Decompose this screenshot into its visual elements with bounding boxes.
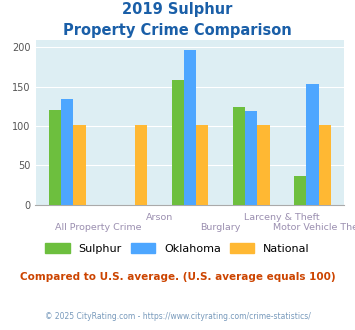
Bar	[319, 125, 331, 205]
Bar	[73, 125, 86, 205]
Text: 2019 Sulphur: 2019 Sulphur	[122, 2, 233, 16]
Text: Property Crime Comparison: Property Crime Comparison	[63, 23, 292, 38]
Text: Motor Vehicle Theft: Motor Vehicle Theft	[273, 223, 355, 232]
Text: Burglary: Burglary	[200, 223, 241, 232]
Bar	[184, 50, 196, 205]
Text: Compared to U.S. average. (U.S. average equals 100): Compared to U.S. average. (U.S. average …	[20, 272, 335, 282]
Bar	[61, 99, 73, 205]
Legend: Sulphur, Oklahoma, National: Sulphur, Oklahoma, National	[41, 238, 314, 258]
Bar	[233, 107, 245, 205]
Bar	[49, 110, 61, 205]
Text: © 2025 CityRating.com - https://www.cityrating.com/crime-statistics/: © 2025 CityRating.com - https://www.city…	[45, 312, 310, 321]
Text: All Property Crime: All Property Crime	[55, 223, 141, 232]
Bar	[257, 125, 269, 205]
Bar	[245, 111, 257, 205]
Bar	[306, 84, 319, 205]
Bar	[196, 125, 208, 205]
Bar	[171, 81, 184, 205]
Text: Larceny & Theft: Larceny & Theft	[244, 213, 320, 222]
Bar	[294, 176, 306, 205]
Text: Arson: Arson	[146, 213, 173, 222]
Bar	[135, 125, 147, 205]
